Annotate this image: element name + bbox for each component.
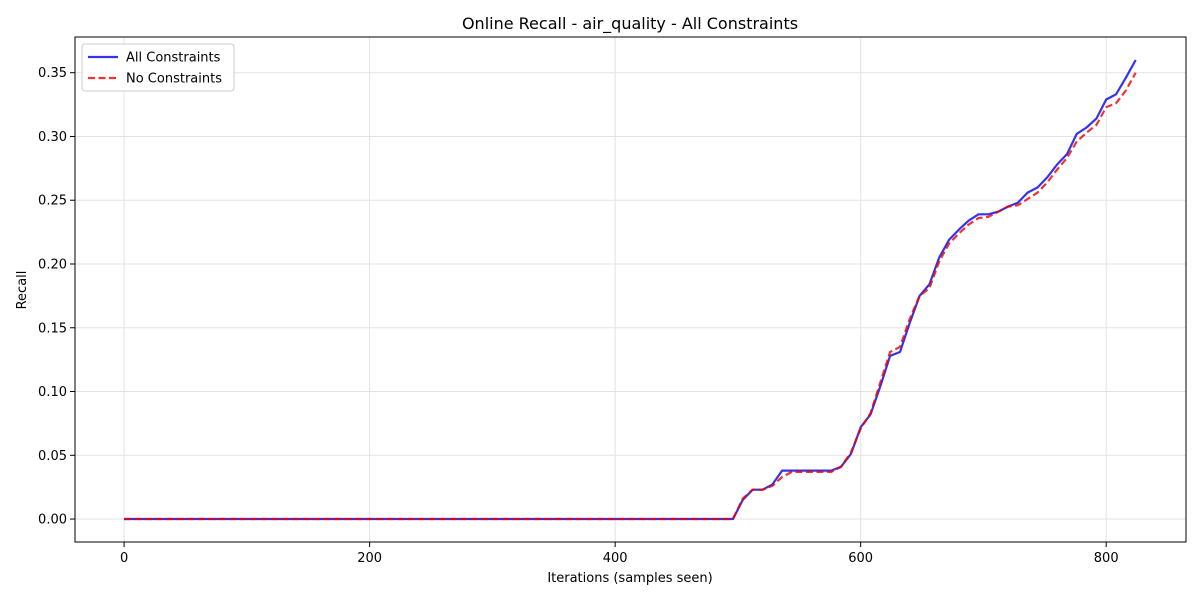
legend-label: No Constraints	[126, 72, 222, 87]
legend: All Constraints No Constraints	[81, 43, 235, 92]
x-tick-label: 0	[120, 551, 128, 566]
y-tick-label: 0.00	[38, 513, 67, 528]
y-tick-label: 0.25	[38, 194, 67, 209]
y-tick-label: 0.30	[38, 130, 67, 145]
x-tick-label: 400	[603, 551, 628, 566]
y-axis: 0.00 0.05 0.10 0.15 0.20 0.25 0.30 0.35	[38, 66, 75, 528]
legend-box	[81, 43, 235, 92]
y-axis-label: Recall	[15, 271, 30, 310]
legend-label: All Constraints	[126, 51, 221, 66]
x-axis-label: Iterations (samples seen)	[547, 571, 712, 586]
series-line-all-constraints	[124, 59, 1137, 521]
y-tick-label: 0.05	[38, 449, 67, 464]
series-line-no-constraints	[124, 72, 1137, 521]
y-tick-label: 0.10	[38, 385, 67, 400]
plot-frame	[74, 36, 1187, 543]
chart-title: Online Recall - air_quality - All Constr…	[462, 14, 798, 34]
grid-lines	[75, 37, 1186, 542]
x-tick-label: 600	[848, 551, 873, 566]
y-tick-label: 0.15	[38, 321, 67, 336]
y-tick-label: 0.20	[38, 257, 67, 272]
series-layer	[124, 59, 1137, 521]
y-tick-label: 0.35	[38, 66, 67, 81]
x-tick-label: 800	[1094, 551, 1119, 566]
x-axis: 0 200 400 600 800	[120, 542, 1119, 566]
x-tick-label: 200	[357, 551, 382, 566]
